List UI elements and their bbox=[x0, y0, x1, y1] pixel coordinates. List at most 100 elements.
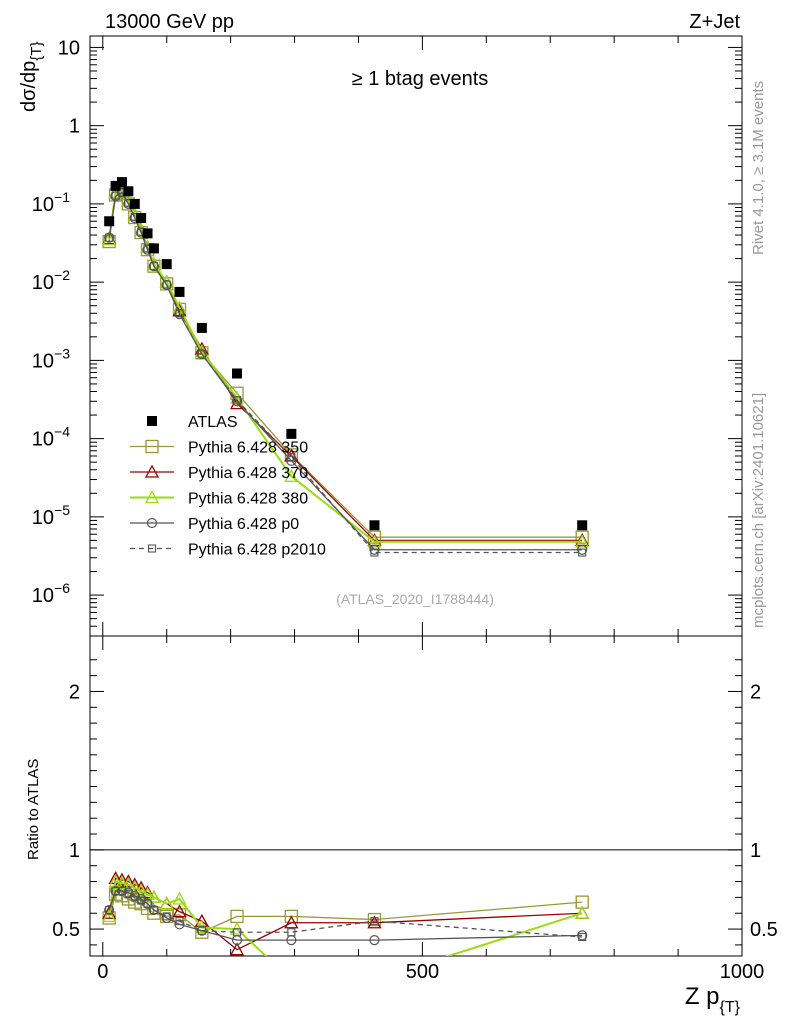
legend-item-pythia-6-428-p0: Pythia 6.428 p0 bbox=[130, 516, 299, 533]
ratio-xlabel: Z p{T} bbox=[685, 983, 741, 1016]
ratio-ytick-label-right: 1 bbox=[750, 840, 761, 862]
legend: ATLAS Pythia 6.428 350 Pythia 6.428 370 Pyt… bbox=[130, 414, 326, 559]
data-point-atlas bbox=[196, 322, 207, 333]
data-point-pythia-6-428-p2010 bbox=[287, 453, 296, 462]
main-ytick-label: 1 bbox=[69, 116, 80, 138]
xtick-label: 500 bbox=[406, 961, 439, 983]
main-x-ticks bbox=[102, 36, 743, 636]
data-point-pythia-6-428-p2010 bbox=[232, 396, 242, 405]
ratio-point-pythia-6-428-p2010 bbox=[143, 899, 152, 908]
ratio-point-pythia-6-428-p0 bbox=[577, 930, 588, 941]
ratio-point-pythia-6-428-380 bbox=[146, 890, 162, 904]
ratio-point-pythia-6-428-370 bbox=[575, 905, 590, 919]
ratio-line-pythia-6-428-p2010 bbox=[108, 890, 583, 938]
ratio-series-pythia-6-428-p2010 bbox=[105, 886, 587, 942]
data-point-atlas bbox=[110, 180, 121, 191]
ratio-point-pythia-6-428-p0 bbox=[110, 885, 121, 897]
ratio-point-pythia-6-428-380 bbox=[121, 877, 136, 891]
series-pythia-6-428-p0 bbox=[104, 187, 588, 555]
data-point-pythia-6-428-p0 bbox=[286, 455, 297, 466]
legend-marker bbox=[147, 544, 157, 553]
legend-item-pythia-6-428-p2010: Pythia 6.428 p2010 bbox=[130, 542, 326, 559]
data-point-pythia-6-428-350 bbox=[147, 259, 161, 273]
plot-title: ≥ 1 btag events bbox=[352, 68, 489, 90]
main-series-clip bbox=[102, 177, 590, 557]
series-atlas bbox=[104, 177, 588, 531]
data-point-pythia-6-428-p2010 bbox=[105, 233, 114, 242]
data-point-atlas bbox=[104, 216, 115, 227]
ratio-point-pythia-6-428-370 bbox=[121, 874, 136, 888]
ratio-series-pythia-6-428-370 bbox=[102, 871, 590, 956]
ratio-point-pythia-6-428-380 bbox=[134, 883, 149, 897]
data-point-pythia-6-428-380 bbox=[575, 534, 590, 548]
ratio-ylabel: Ratio to ATLAS bbox=[25, 759, 42, 860]
legend-marker bbox=[147, 416, 157, 426]
ratio-point-pythia-6-428-p0 bbox=[129, 890, 140, 901]
data-point-pythia-6-428-p0 bbox=[196, 349, 207, 360]
ratio-point-pythia-6-428-p2010 bbox=[162, 912, 171, 921]
data-point-pythia-6-428-p2010 bbox=[149, 262, 158, 271]
ratio-point-pythia-6-428-380 bbox=[172, 891, 187, 905]
legend-item-pythia-6-428-380: Pythia 6.428 380 bbox=[130, 490, 308, 508]
header-process: Z+Jet bbox=[689, 11, 740, 33]
data-point-atlas bbox=[369, 520, 380, 531]
data-point-pythia-6-428-p2010 bbox=[197, 350, 206, 359]
data-point-atlas bbox=[142, 228, 153, 239]
ratio-plot-frame bbox=[89, 635, 743, 957]
ratio-point-pythia-6-428-p2010 bbox=[370, 917, 379, 926]
main-ytick-label: 10−5 bbox=[32, 502, 70, 529]
data-point-pythia-6-428-p2010 bbox=[578, 548, 587, 557]
data-point-pythia-6-428-380 bbox=[284, 468, 299, 482]
ratio-point-pythia-6-428-380 bbox=[127, 880, 142, 894]
ratio-x-ticks: 0 500 1000 bbox=[97, 636, 764, 983]
ratio-point-pythia-6-428-380 bbox=[285, 974, 297, 985]
ratio-ytick-label: 1 bbox=[69, 840, 80, 862]
ratio-point-pythia-6-428-380 bbox=[102, 909, 117, 923]
legend-marker bbox=[144, 490, 160, 504]
series-line-pythia-6-428-350 bbox=[108, 192, 583, 538]
series-pythia-6-428-350 bbox=[102, 187, 589, 544]
data-point-pythia-6-428-p0 bbox=[577, 544, 588, 555]
ratio-series-pythia-6-428-380 bbox=[102, 874, 590, 985]
main-ylabel: dσ/dp{T} bbox=[18, 42, 45, 112]
data-point-atlas bbox=[577, 520, 588, 531]
legend-label: Pythia 6.428 370 bbox=[188, 465, 308, 482]
data-point-pythia-6-428-p0 bbox=[161, 279, 172, 291]
data-point-pythia-6-428-350 bbox=[575, 530, 589, 544]
data-point-atlas bbox=[174, 286, 185, 297]
series-line-pythia-6-428-370 bbox=[108, 189, 583, 542]
ratio-point-pythia-6-428-p0 bbox=[369, 935, 380, 946]
xtick-label: 0 bbox=[97, 961, 108, 983]
main-series-layer bbox=[102, 177, 590, 557]
ratio-point-pythia-6-428-350 bbox=[367, 912, 382, 927]
ratio-ytick-label: 0.5 bbox=[52, 919, 80, 941]
series-line-pythia-6-428-p0 bbox=[108, 191, 583, 551]
ratio-line-pythia-6-428-370 bbox=[108, 877, 583, 951]
legend-label: Pythia 6.428 p0 bbox=[188, 516, 299, 533]
ratio-point-pythia-6-428-380 bbox=[159, 896, 174, 910]
series-line-pythia-6-428-380 bbox=[108, 188, 583, 543]
ratio-point-pythia-6-428-p2010 bbox=[232, 928, 242, 937]
data-point-pythia-6-428-p2010 bbox=[370, 548, 379, 557]
series-line-pythia-6-428-p2010 bbox=[108, 191, 583, 554]
analysis-watermark: (ATLAS_2020_I1788444) bbox=[336, 591, 494, 607]
main-ytick-label: 10 bbox=[58, 37, 80, 59]
ratio-point-pythia-6-428-p0 bbox=[136, 893, 147, 905]
data-point-pythia-6-428-p0 bbox=[369, 544, 380, 555]
legend-label: Pythia 6.428 380 bbox=[188, 491, 308, 508]
xtick-label: 1000 bbox=[720, 961, 765, 983]
ratio-point-pythia-6-428-p2010 bbox=[287, 928, 296, 937]
ratio-point-pythia-6-428-p0 bbox=[174, 919, 185, 930]
legend-label: ATLAS bbox=[188, 414, 238, 431]
ratio-series-clip bbox=[102, 871, 590, 985]
data-point-atlas bbox=[148, 243, 159, 254]
ratio-point-pythia-6-428-370 bbox=[114, 872, 130, 886]
ratio-point-pythia-6-428-370 bbox=[229, 942, 245, 956]
data-point-atlas bbox=[286, 428, 297, 439]
ratio-ytick-label: 2 bbox=[69, 681, 80, 703]
ratio-point-pythia-6-428-p2010 bbox=[149, 906, 158, 915]
ratio-point-pythia-6-428-370 bbox=[284, 915, 299, 929]
legend-marker bbox=[145, 439, 159, 454]
legend-marker bbox=[144, 464, 160, 478]
data-point-atlas bbox=[116, 177, 127, 188]
